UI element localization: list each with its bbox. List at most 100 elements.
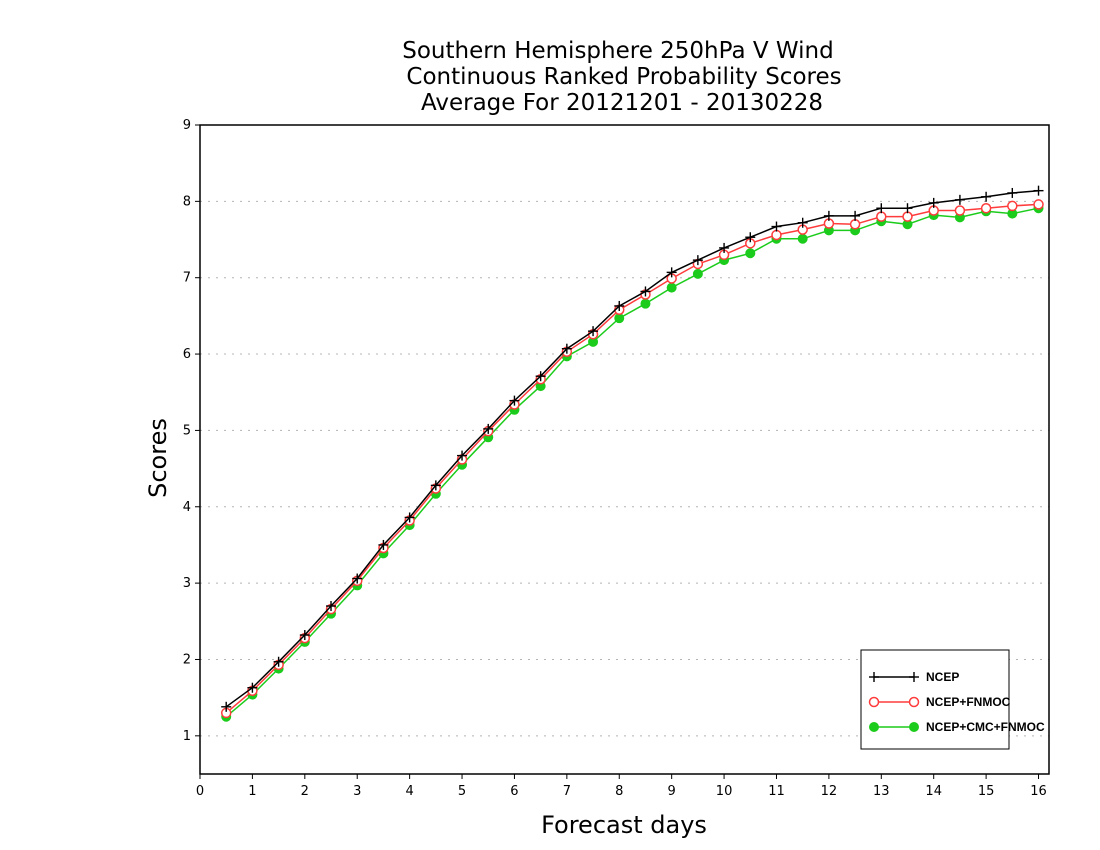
gridlines xyxy=(200,200,1049,737)
y-axis-title: Scores xyxy=(144,418,172,498)
data-point-2-22 xyxy=(797,233,808,244)
title-line-2: Continuous Ranked Probability Scores xyxy=(406,64,841,90)
data-point-0-0 xyxy=(221,701,232,712)
y-tick-label-6: 6 xyxy=(183,347,191,362)
data-point-2-20 xyxy=(745,248,756,259)
data-point-1-29 xyxy=(980,202,992,214)
data-point-2-18 xyxy=(692,268,703,279)
x-tick-label-16: 16 xyxy=(1030,784,1047,799)
x-tick-label-6: 6 xyxy=(510,784,518,799)
data-point-1-24 xyxy=(849,219,861,230)
data-point-0-10 xyxy=(483,423,494,434)
x-axis-title: Forecast days xyxy=(541,811,707,839)
data-point-1-25 xyxy=(876,211,887,222)
data-point-0-3 xyxy=(299,630,310,641)
data-point-1-30 xyxy=(1007,200,1018,212)
data-point-0-17 xyxy=(666,267,677,278)
x-tick-label-8: 8 xyxy=(615,784,623,799)
series-lines xyxy=(220,185,1044,722)
x-tick-label-1: 1 xyxy=(248,784,256,799)
series-2 xyxy=(221,203,1044,722)
data-point-0-26 xyxy=(902,203,913,214)
data-point-0-21 xyxy=(771,221,782,232)
data-point-0-25 xyxy=(876,203,887,214)
y-tick-label-7: 7 xyxy=(183,271,191,286)
data-point-0-1 xyxy=(247,682,258,693)
data-point-0-28 xyxy=(954,194,965,205)
legend-marker-right-0 xyxy=(909,672,919,682)
data-point-0-9 xyxy=(457,450,468,461)
title-line-3: Average For 20121201 - 20130228 xyxy=(421,90,823,116)
y-tick-label-4: 4 xyxy=(183,500,191,515)
y-tick-label-3: 3 xyxy=(183,576,191,591)
series-line-0 xyxy=(225,189,1039,708)
legend-marker-right-2 xyxy=(909,722,919,732)
y-tick-label-9: 9 xyxy=(183,118,191,133)
x-tick-label-3: 3 xyxy=(353,784,361,799)
x-tick-label-10: 10 xyxy=(716,784,733,799)
legend-label-1: NCEP+FNMOC xyxy=(926,695,1011,709)
data-point-0-20 xyxy=(745,232,756,243)
data-point-0-27 xyxy=(928,197,939,208)
legend-entry-2: NCEP+CMC+FNMOC xyxy=(869,720,1045,734)
data-point-0-7 xyxy=(404,512,415,523)
legend-marker-right-1 xyxy=(908,696,920,708)
data-point-0-31 xyxy=(1033,185,1044,196)
data-point-0-22 xyxy=(797,217,808,228)
data-point-0-12 xyxy=(535,371,546,382)
series-line-2 xyxy=(225,207,1039,718)
legend-box xyxy=(860,649,1010,750)
x-tick-label-9: 9 xyxy=(668,784,676,799)
data-point-0-11 xyxy=(509,395,520,406)
legend-marker-left-0 xyxy=(869,672,879,682)
legend-entries: NCEP NCEP+FNMOC NCEP+CMC+FNMOC xyxy=(868,670,1045,734)
x-tick-label-11: 11 xyxy=(768,784,785,799)
data-point-0-14 xyxy=(588,326,599,337)
y-tick-label-5: 5 xyxy=(183,423,191,438)
x-tick-label-4: 4 xyxy=(405,784,413,799)
data-point-0-4 xyxy=(326,601,337,612)
data-point-0-30 xyxy=(1007,187,1018,198)
x-tick-label-14: 14 xyxy=(925,784,942,799)
legend-entry-1: NCEP+FNMOC xyxy=(868,695,1011,709)
data-point-0-29 xyxy=(981,191,992,202)
chart-title: Southern Hemisphere 250hPa V Wind Contin… xyxy=(402,38,841,116)
x-tick-label-5: 5 xyxy=(458,784,466,799)
legend-entry-0: NCEP xyxy=(869,670,959,684)
data-point-0-24 xyxy=(850,210,861,221)
y-tick-label-2: 2 xyxy=(183,652,191,667)
data-point-0-15 xyxy=(614,300,625,311)
y-tick-label-1: 1 xyxy=(183,729,191,744)
data-point-1-26 xyxy=(902,211,913,222)
data-point-1-31 xyxy=(1033,199,1044,210)
y-tick-label-8: 8 xyxy=(183,194,191,209)
legend-label-0: NCEP xyxy=(926,670,959,684)
data-point-2-17 xyxy=(666,282,677,293)
series-line-1 xyxy=(225,203,1039,714)
legend-label-2: NCEP+CMC+FNMOC xyxy=(926,720,1045,734)
legend-marker-left-1 xyxy=(868,696,880,708)
plot-frame xyxy=(199,124,1050,775)
legend: NCEP NCEP+FNMOC NCEP+CMC+FNMOC xyxy=(860,649,1045,750)
series-0 xyxy=(221,185,1044,712)
data-point-0-6 xyxy=(378,539,389,550)
x-tick-label-2: 2 xyxy=(301,784,309,799)
y-axis-ticks: 1 2 3 4 5 6 7 8 9 xyxy=(183,118,200,744)
data-point-0-18 xyxy=(692,255,703,266)
series-1 xyxy=(220,199,1044,719)
data-point-2-16 xyxy=(640,298,651,309)
data-point-0-23 xyxy=(823,210,834,221)
x-tick-label-7: 7 xyxy=(563,784,571,799)
data-point-0-8 xyxy=(430,480,441,491)
data-point-0-2 xyxy=(273,656,284,667)
data-point-1-21 xyxy=(771,229,782,241)
title-line-1: Southern Hemisphere 250hPa V Wind xyxy=(402,38,833,64)
x-tick-label-13: 13 xyxy=(873,784,890,799)
data-point-0-16 xyxy=(640,286,651,297)
data-point-1-28 xyxy=(954,205,966,216)
x-tick-label-15: 15 xyxy=(978,784,995,799)
data-point-0-5 xyxy=(352,573,363,584)
data-point-0-13 xyxy=(561,343,572,354)
legend-marker-left-2 xyxy=(869,722,879,732)
